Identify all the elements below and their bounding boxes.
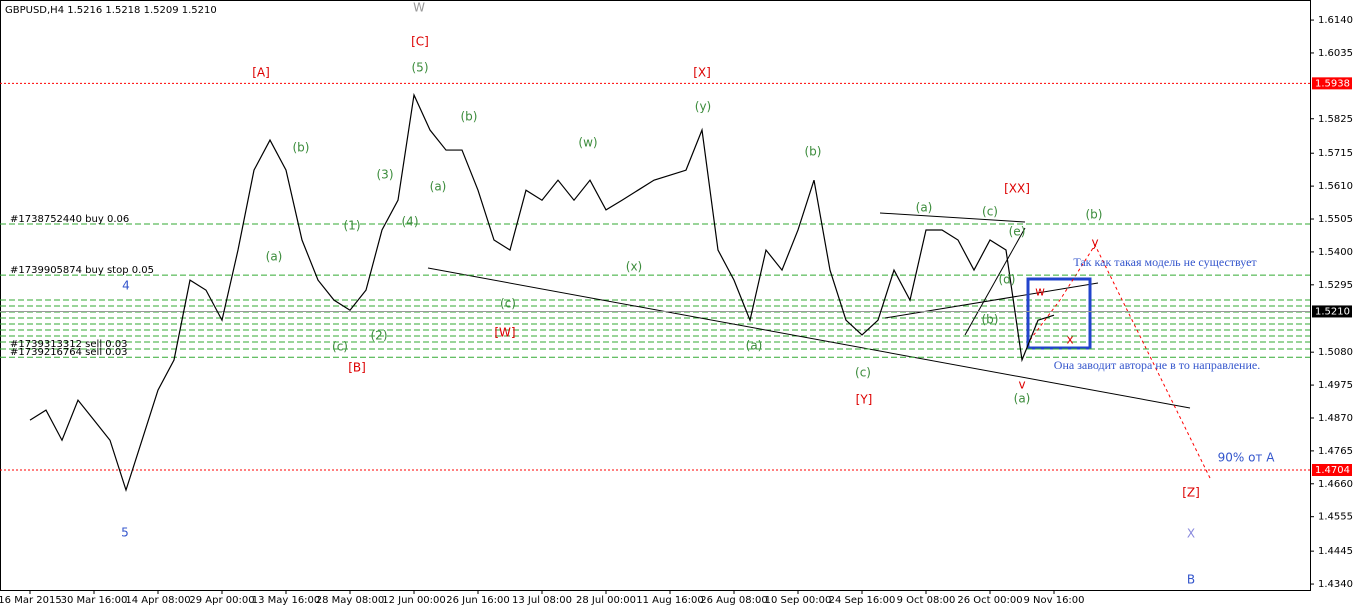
x-tick-label: 16 Mar 2015 bbox=[0, 595, 62, 606]
wave-label: (a) bbox=[430, 180, 447, 194]
wave-label: [A] bbox=[252, 66, 270, 80]
wave-label: B bbox=[1187, 573, 1195, 587]
y-tick-label: 1.4340 bbox=[1318, 579, 1353, 590]
wave-label: (c) bbox=[332, 340, 348, 354]
wave-label: [B] bbox=[348, 361, 366, 375]
x-tick-label: 10 Sep 00:00 bbox=[765, 595, 832, 606]
x-tick-label: 26 Jun 16:00 bbox=[446, 595, 510, 606]
wave-label: (c) bbox=[500, 297, 516, 311]
wave-label: 4 bbox=[122, 279, 130, 293]
y-tick-label: 1.4765 bbox=[1318, 446, 1353, 457]
price-line bbox=[29, 92, 1055, 493]
price-level-box bbox=[1312, 463, 1352, 476]
y-tick-label: 1.4660 bbox=[1318, 479, 1353, 490]
wave-label: [X] bbox=[693, 66, 711, 80]
wave-label: (b) bbox=[293, 141, 310, 155]
wave-label: y bbox=[1091, 236, 1098, 250]
x-tick-label: 14 Apr 08:00 bbox=[125, 595, 190, 606]
x-tick-label: 29 Apr 00:00 bbox=[189, 595, 254, 606]
y-tick-label: 1.4555 bbox=[1318, 512, 1353, 523]
y-tick-label: 1.5400 bbox=[1318, 247, 1353, 258]
wave-label: [Z] bbox=[1182, 486, 1200, 500]
x-tick-label: 26 Oct 00:00 bbox=[957, 595, 1022, 606]
wave-label: (c) bbox=[982, 205, 998, 219]
x-tick-label: 11 Aug 16:00 bbox=[636, 595, 703, 606]
highlight-box bbox=[1026, 277, 1092, 350]
price-level-label: 1.4704 bbox=[1315, 465, 1350, 476]
trendlines bbox=[427, 212, 1191, 409]
wave-label: (w) bbox=[578, 136, 597, 150]
current-price-label: 1.5210 bbox=[1315, 306, 1350, 317]
wave-label: (b) bbox=[1086, 208, 1103, 222]
x-tick-label: 13 May 16:00 bbox=[252, 595, 321, 606]
x-tick-label: 26 Aug 08:00 bbox=[700, 595, 767, 606]
y-tick-label: 1.5610 bbox=[1318, 181, 1353, 192]
y-tick-label: 1.4870 bbox=[1318, 413, 1353, 424]
y-tick-label: 1.6140 bbox=[1318, 15, 1353, 26]
wave-label: Она заводит автора не в то направление. bbox=[1054, 358, 1260, 372]
wave-label: [Y] bbox=[856, 393, 873, 407]
wave-label: (a) bbox=[746, 339, 763, 353]
price-level-label: 1.5938 bbox=[1315, 78, 1350, 89]
wave-label: (a) bbox=[266, 250, 283, 264]
wave-label: [W] bbox=[494, 326, 515, 340]
order-label: #1739216764 sell 0.03 bbox=[10, 347, 128, 358]
wave-label: (b) bbox=[982, 313, 999, 327]
y-tick-label: 1.5825 bbox=[1318, 114, 1353, 125]
order-label: #1738752440 buy 0.06 bbox=[10, 214, 129, 225]
x-tick-label: 9 Oct 08:00 bbox=[897, 595, 956, 606]
wave-label: (2) bbox=[371, 329, 388, 343]
x-tick-label: 9 Nov 16:00 bbox=[1023, 595, 1084, 606]
wave-label: W bbox=[413, 1, 425, 15]
y-tick-label: 1.5715 bbox=[1318, 148, 1353, 159]
wave-label: 90% от A bbox=[1218, 451, 1276, 465]
wave-label: (1) bbox=[344, 219, 361, 233]
wave-label: (x) bbox=[626, 260, 642, 274]
order-label: #1739313312 sell 0.03 bbox=[10, 339, 128, 350]
plot-frame bbox=[0, 0, 1311, 591]
wave-label: (y) bbox=[695, 100, 711, 114]
x-tick-label: 28 May 08:00 bbox=[316, 595, 385, 606]
wave-label: (b) bbox=[805, 145, 822, 159]
wave-label: (5) bbox=[412, 61, 429, 75]
wave-label: w bbox=[1035, 285, 1045, 299]
y-tick-label: 1.4445 bbox=[1318, 546, 1353, 557]
wave-label: [C] bbox=[411, 35, 429, 49]
wave-label: (b) bbox=[461, 110, 478, 124]
x-tick-label: 12 Jun 00:00 bbox=[382, 595, 446, 606]
x-tick-label: 13 Jul 08:00 bbox=[512, 595, 572, 606]
y-tick-label: 1.4975 bbox=[1318, 380, 1353, 391]
wave-label: (4) bbox=[402, 215, 419, 229]
wave-label: X bbox=[1187, 527, 1195, 541]
y-tick-label: 1.6035 bbox=[1318, 48, 1353, 59]
y-tick-label: 1.5295 bbox=[1318, 280, 1353, 291]
projection bbox=[1029, 243, 1211, 479]
wave-label: Так как такая модель не существует bbox=[1073, 255, 1257, 269]
y-tick-label: 1.5505 bbox=[1318, 214, 1353, 225]
x-tick-label: 30 Mar 16:00 bbox=[61, 595, 128, 606]
wave-label: 5 bbox=[121, 526, 129, 540]
order-lines-extra bbox=[0, 299, 1310, 343]
wave-label: (d) bbox=[999, 273, 1016, 287]
x-tick-label: 24 Sep 16:00 bbox=[829, 595, 896, 606]
wave-label: (3) bbox=[377, 168, 394, 182]
order-label: #1739905874 buy stop 0.05 bbox=[10, 265, 154, 276]
wave-label: x bbox=[1066, 333, 1073, 347]
wave-label: (a) bbox=[1014, 392, 1031, 406]
current-price-box bbox=[1312, 305, 1352, 318]
y-tick-label: 1.5080 bbox=[1318, 347, 1353, 358]
wave-label: (c) bbox=[855, 366, 871, 380]
chart-title: GBPUSD,H4 1.5216 1.5218 1.5209 1.5210 bbox=[5, 5, 217, 16]
price-level-box bbox=[1312, 77, 1352, 90]
wave-label: (e) bbox=[1009, 225, 1026, 239]
x-tick-label: 28 Jul 00:00 bbox=[576, 595, 636, 606]
wave-label: [XX] bbox=[1004, 182, 1030, 196]
wave-label: (a) bbox=[916, 201, 933, 215]
wave-label: v bbox=[1018, 378, 1025, 392]
